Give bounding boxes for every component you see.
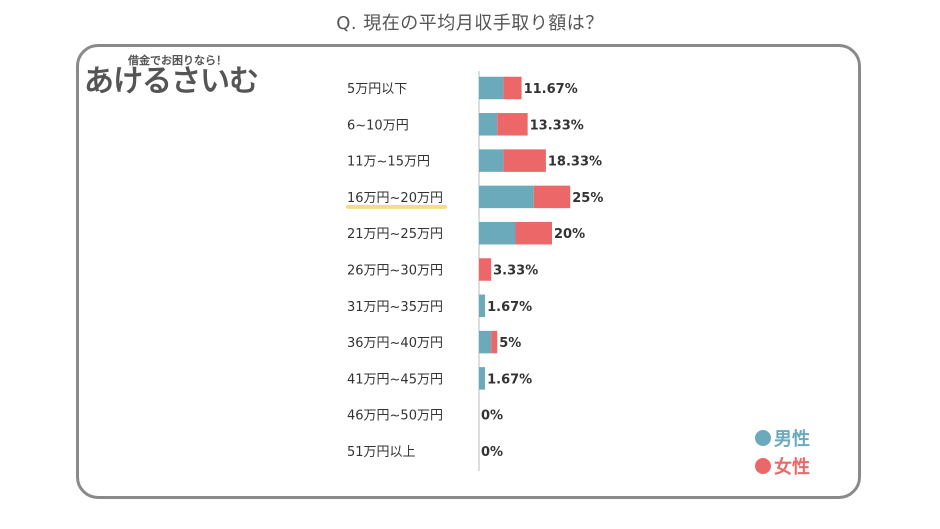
bar-female <box>533 185 571 209</box>
category-label: 51万円以上 <box>347 445 416 460</box>
legend-label-female: 女性 <box>774 457 810 478</box>
data-label-total: 25% <box>572 191 603 206</box>
category-highlight-underline <box>346 204 447 209</box>
data-label-total: 11.67% <box>524 82 578 97</box>
bar-male <box>479 185 534 209</box>
bar-male <box>479 294 486 318</box>
data-label-total: 0% <box>481 445 503 460</box>
category-label: 5万円以下 <box>347 82 407 97</box>
category-label: 31万円~35万円 <box>347 300 443 315</box>
bar-male <box>479 367 486 390</box>
data-label-total: 13.33% <box>530 118 584 133</box>
data-label-total: 18.33% <box>548 155 602 170</box>
category-label: 46万円~50万円 <box>347 409 443 424</box>
data-label-total: 5% <box>499 336 521 351</box>
data-label-total: 1.67% <box>487 372 532 387</box>
chart-frame <box>76 44 861 499</box>
legend-item-female: 女性 <box>755 452 810 480</box>
bar-male <box>479 149 504 172</box>
data-label-total: 1.67% <box>487 300 532 315</box>
data-label-total: 3.33% <box>493 264 538 279</box>
logo-sub-text: 借金でお困りなら！ <box>128 54 227 67</box>
bar-female <box>503 76 522 100</box>
data-label-total: 20% <box>554 227 585 242</box>
bar-female <box>503 149 546 172</box>
site-logo: あけるさいむ 借金でお困りなら！ <box>40 22 259 99</box>
bar-female <box>479 258 492 281</box>
logo-main-text: あけるさいむ <box>84 64 259 99</box>
category-label: 11万~15万円 <box>347 155 430 170</box>
bar-male <box>479 113 498 136</box>
bar-male <box>479 330 492 354</box>
bar-female <box>515 221 552 245</box>
legend-item-male: 男性 <box>755 424 810 452</box>
bar-male <box>479 221 516 245</box>
legend-label-male: 男性 <box>774 429 810 450</box>
question-title: Q. 現在の平均月収手取り額は？ <box>336 13 604 34</box>
category-label: 41万円~45万円 <box>347 372 443 387</box>
bar-female <box>497 113 528 136</box>
bar-male <box>479 76 504 100</box>
legend: 男性 女性 <box>755 424 810 480</box>
category-label: 36万円~40万円 <box>347 336 443 351</box>
legend-swatch-female <box>755 458 771 474</box>
bar-female <box>491 330 498 354</box>
category-label: 6~10万円 <box>347 118 409 133</box>
category-label: 26万円~30万円 <box>347 264 443 279</box>
category-label: 21万円~25万円 <box>347 227 443 242</box>
legend-swatch-male <box>755 430 771 446</box>
data-label-total: 0% <box>481 409 503 424</box>
category-label: 16万円~20万円 <box>347 191 443 206</box>
